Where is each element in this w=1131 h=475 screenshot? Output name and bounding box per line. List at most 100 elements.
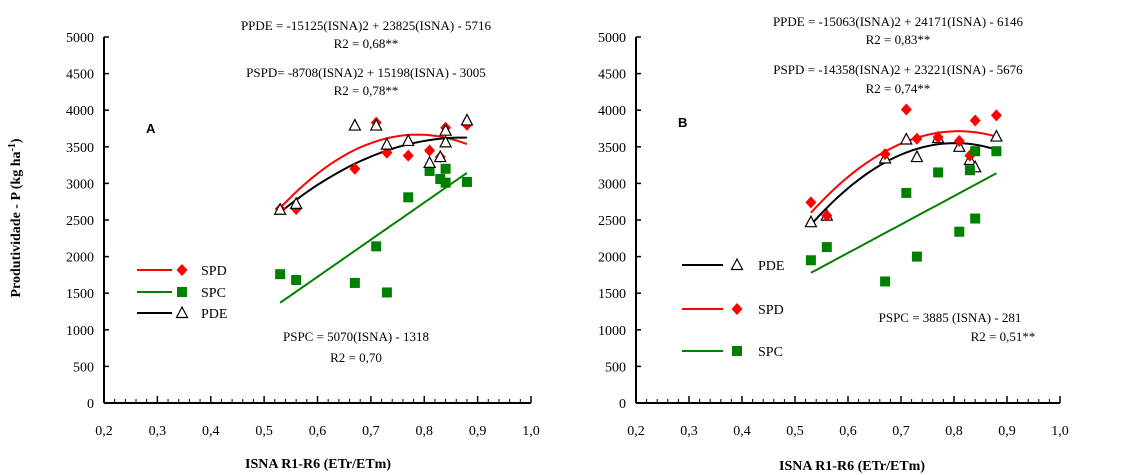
data-point-spc (461, 176, 472, 187)
data-point-spc (970, 146, 981, 157)
data-point-pde (273, 202, 287, 215)
annotation-pspc-equation: PSPC = 5070(ISNA) - 1318 (283, 329, 429, 344)
y-tick-label: 500 (605, 360, 626, 375)
y-tick-label: 5000 (598, 31, 626, 46)
x-tick-label: 0,7 (362, 424, 380, 439)
x-tick-label: 0,8 (416, 424, 434, 439)
y-tick-label: 0 (619, 397, 626, 412)
data-point-spd (900, 103, 912, 116)
trendline-spc (279, 172, 468, 304)
legend-marker-spd (176, 264, 188, 276)
legend-marker-spd (731, 303, 743, 315)
annotation-pspc-r2: R2 = 0,70 (330, 350, 382, 365)
data-point-spc (964, 165, 975, 176)
data-point-pde (401, 133, 415, 147)
annotation-ppde-r2: R2 = 0,83** (866, 32, 931, 47)
legend-label-spc: SPC (758, 345, 783, 360)
data-point-spd (349, 162, 361, 175)
data-point-spc (821, 242, 832, 253)
data-point-pde (899, 132, 913, 145)
x-tick-label: 0,9 (998, 424, 1016, 439)
y-tick-label: 5000 (66, 31, 94, 46)
data-point-spc (970, 213, 981, 224)
panel-label: A (146, 121, 156, 136)
data-point-spc (291, 275, 302, 286)
data-point-spd (805, 196, 817, 209)
y-tick-label: 2500 (598, 214, 626, 229)
legend-marker-spc (177, 287, 187, 297)
y-tick-label: 3000 (598, 177, 626, 192)
data-point-spc (440, 163, 451, 174)
data-point-spc (954, 226, 965, 237)
data-point-spc (933, 167, 944, 178)
data-point-spd (879, 148, 891, 161)
annotation-pspd-r2: R2 = 0,78** (334, 83, 399, 98)
x-tick-label: 0,5 (786, 424, 804, 439)
data-point-spc (371, 241, 382, 252)
data-point-pde (910, 149, 924, 163)
data-point-spd (932, 131, 944, 144)
y-tick-label: 500 (73, 360, 94, 375)
annotation-ppde-equation: PPDE = -15063(ISNA)2 + 24171(ISNA) - 614… (773, 14, 1024, 29)
data-point-spc (440, 177, 451, 188)
chart-panel-a: A PPDE = -15125(ISNA)2 + 23825(ISNA) - 5… (66, 18, 540, 472)
annotation-ppde-r2: R2 = 0,68** (334, 36, 399, 51)
legend-label-spd: SPD (758, 303, 784, 318)
data-point-spc (880, 276, 891, 287)
data-point-pde (460, 113, 474, 126)
trendline-pde (279, 136, 467, 214)
annotation-pspd-equation: PSPD = -14358(ISNA)2 + 23221(ISNA) - 567… (773, 62, 1023, 77)
x-tick-label: 1,0 (1051, 424, 1069, 439)
annotation-ppde-equation: PPDE = -15125(ISNA)2 + 23825(ISNA) - 571… (241, 18, 492, 33)
legend-label-spd: SPD (201, 264, 227, 279)
x-tick-label: 0,7 (892, 424, 910, 439)
y-tick-label: 1000 (598, 324, 626, 339)
data-point-spc (901, 187, 912, 198)
data-point-spd (402, 149, 414, 162)
y-axis-title: Produtividade - P (kg ha-1) (7, 138, 24, 297)
data-point-pde (433, 149, 447, 163)
x-tick-label: 0,2 (627, 424, 645, 439)
chart-panel-b: B PPDE = -15063(ISNA)2 + 24171(ISNA) - 6… (598, 14, 1069, 474)
x-tick-label: 0,2 (95, 424, 113, 439)
trendline-spc (810, 172, 997, 274)
panel-label: B (678, 115, 687, 130)
data-point-pde (439, 123, 453, 136)
y-tick-label: 1500 (66, 287, 94, 302)
annotation-pspc-equation: PSPC = 3885 (ISNA) - 281 (879, 310, 1022, 325)
y-tick-label: 0 (87, 397, 94, 412)
y-tick-label: 4500 (66, 68, 94, 83)
y-tick-label: 2000 (66, 251, 94, 266)
x-axis-title: ISNA R1-R6 (ETr/ETm) (779, 459, 925, 474)
trendline-pde (810, 142, 997, 226)
legend-marker-spc (732, 346, 742, 356)
annotation-pspd-equation: PSPD= -8708(ISNA)2 + 15198(ISNA) - 3005 (246, 65, 486, 80)
y-tick-label: 3500 (66, 141, 94, 156)
data-point-spc (403, 192, 414, 203)
data-point-spd (911, 132, 923, 145)
y-tick-label: 4500 (598, 68, 626, 83)
data-point-pde (369, 118, 383, 131)
legend-label-pde: PDE (201, 307, 227, 322)
legend-label-spc: SPC (201, 286, 226, 301)
data-point-spc (381, 287, 392, 298)
x-tick-label: 0,6 (839, 424, 857, 439)
x-tick-label: 0,9 (469, 424, 487, 439)
data-point-spd (953, 134, 965, 147)
data-point-spc (991, 146, 1002, 157)
x-tick-label: 0,4 (202, 424, 220, 439)
annotation-pspd-r2: R2 = 0,74** (866, 81, 931, 96)
legend-marker-pde (730, 257, 744, 271)
data-point-pde (348, 118, 362, 131)
x-tick-label: 0,8 (945, 424, 963, 439)
data-point-spc (275, 269, 286, 280)
data-point-pde (804, 214, 818, 228)
data-point-spc (424, 165, 435, 176)
x-axis-title: ISNA R1-R6 (ETr/ETm) (245, 457, 391, 472)
data-point-spd (969, 114, 981, 127)
x-tick-label: 0,5 (255, 424, 273, 439)
trendline-spd (279, 133, 468, 209)
annotation-pspc-r2: R2 = 0,51** (971, 329, 1036, 344)
x-tick-label: 0,3 (680, 424, 698, 439)
